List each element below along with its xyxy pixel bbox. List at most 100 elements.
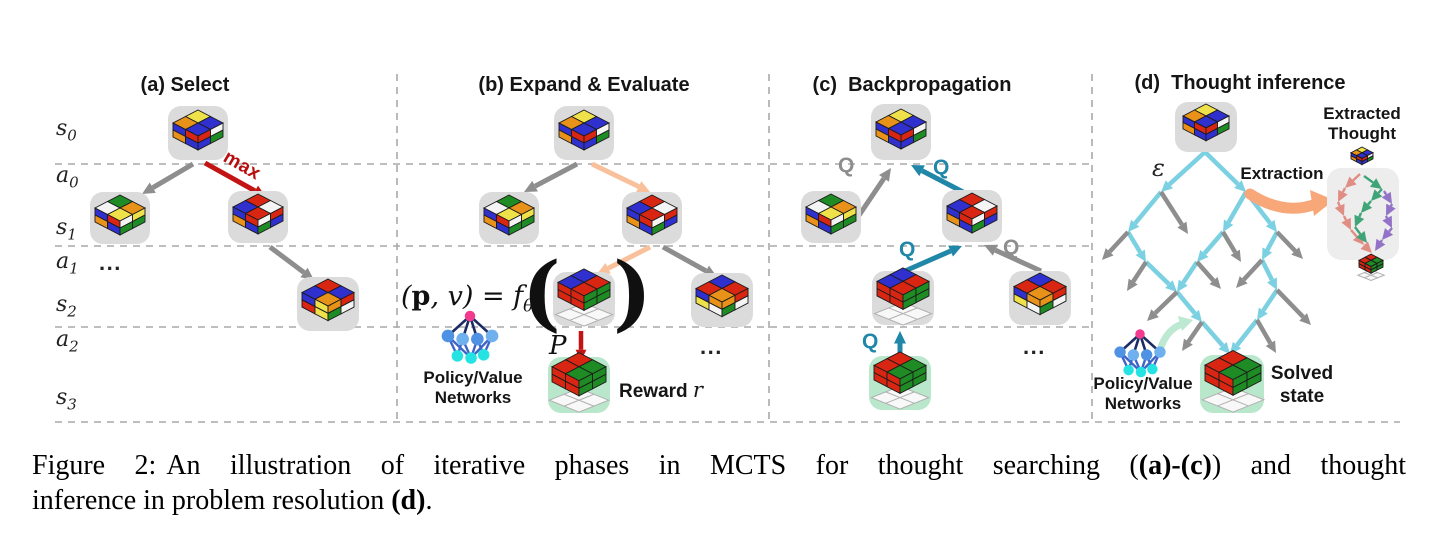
- pruned-branch-arrow: [1242, 258, 1264, 282]
- extracted-path-arrow: [1354, 226, 1362, 235]
- ellipsis-b: ...: [700, 334, 723, 359]
- extracted-thought-label: Extracted Thought: [1323, 104, 1401, 143]
- inference-path-arrow: [1128, 219, 1140, 232]
- extracted-path-arrow: [1350, 229, 1358, 238]
- policy-value-network-icon-b: [485, 329, 499, 343]
- cube-sticker: [1052, 293, 1067, 309]
- extracted-path-arrow: [1341, 217, 1351, 230]
- extracted-path-arrow: [1375, 238, 1386, 251]
- cube-sticker: [596, 288, 611, 305]
- cube-sticker: [1376, 262, 1384, 271]
- inference-path-arrow: [1200, 320, 1225, 348]
- inference-path-arrow: [1161, 180, 1173, 192]
- extracted-path-arrow: [1381, 191, 1392, 204]
- inference-path-arrow: [1259, 258, 1274, 281]
- backprop-arrow-4: [984, 244, 998, 256]
- pruned-branch-arrow: [1159, 190, 1184, 226]
- pruned-branch-arrow: [1265, 340, 1276, 353]
- inference-path-arrow: [1226, 190, 1248, 224]
- policy-value-networks-label-b: Policy/Value Networks: [423, 368, 523, 407]
- cube-sticker: [1246, 372, 1262, 389]
- row-label-s1: s1: [56, 215, 77, 244]
- pruned-branch-arrow: [1102, 248, 1114, 260]
- extracted-path-arrow: [1358, 212, 1363, 218]
- figure-caption: Figure 2: An illustration of iterative ph…: [32, 448, 1406, 518]
- backprop-arrow-2: [911, 165, 925, 177]
- row-label-a2: a2: [56, 327, 79, 356]
- pruned-branch-arrow: [1153, 290, 1179, 315]
- caption-line-2: inference in problem resolution (d).: [32, 485, 433, 516]
- inference-path-arrow: [1234, 180, 1246, 192]
- cube-sticker: [912, 371, 927, 388]
- extraction-arrow-head: [1310, 190, 1334, 216]
- inference-path-arrow: [1223, 219, 1234, 232]
- pruned-branch-arrow: [1195, 260, 1216, 283]
- extracted-path-arrow: [1363, 175, 1374, 184]
- pruned-branch-arrow: [1131, 260, 1148, 283]
- expand-arrow-left: [533, 161, 579, 189]
- inference-path-arrow: [1262, 247, 1273, 260]
- extracted-path-arrow: [1338, 189, 1348, 202]
- q-value-label-5: Q: [862, 330, 879, 353]
- prior-p-label: P: [549, 331, 567, 361]
- cube-sticker: [664, 214, 678, 230]
- policy-value-networks-label-d: Policy/Value Networks: [1093, 374, 1193, 413]
- inference-path-arrow: [1261, 288, 1279, 312]
- extracted-path-arrow: [1377, 188, 1383, 194]
- policy-value-network-icon-b: [465, 352, 477, 364]
- expand-arrow-right2: [661, 244, 708, 274]
- q-value-label-4: Q: [1003, 236, 1020, 259]
- expand-arrow-to-eval: [607, 244, 652, 271]
- q-value-label-1: Q: [838, 154, 855, 177]
- cube-sticker: [843, 213, 857, 229]
- policy-value-network-icon-b: [471, 332, 484, 346]
- backprop-arrow-3: [948, 245, 962, 257]
- extracted-path-arrow: [1354, 214, 1365, 227]
- extracted-path-arrow: [1352, 173, 1361, 182]
- extracted-path-arrow: [1384, 215, 1389, 219]
- inference-path-arrow: [1257, 307, 1268, 320]
- inference-path-arrow: [1135, 249, 1146, 262]
- extracted-path-arrow: [1342, 215, 1348, 221]
- extracted-path-arrow: [1369, 178, 1382, 189]
- panel-c-title: (c) Backpropagation: [812, 74, 1012, 96]
- cube-sticker: [210, 129, 224, 145]
- cube-sticker: [984, 212, 998, 228]
- inference-path-arrow: [1190, 309, 1202, 322]
- inference-path-arrow: [1167, 150, 1207, 187]
- extracted-path-arrow: [1345, 176, 1357, 188]
- inference-path-arrow: [1235, 318, 1259, 347]
- select-max-arrow: [203, 160, 257, 194]
- extracted-path-arrow: [1386, 203, 1396, 216]
- policy-value-network-icon-d: [1127, 349, 1140, 361]
- formula-rparen: ): [613, 245, 652, 341]
- extraction-arrow: [1244, 188, 1322, 214]
- inference-path-arrow: [1181, 260, 1199, 284]
- extracted-path-arrow: [1379, 239, 1384, 243]
- q-value-label-3: Q: [899, 238, 916, 261]
- policy-value-network-icon-d: [1114, 346, 1126, 358]
- policy-value-formula: (p, v) = fθ: [401, 281, 534, 317]
- extracted-path-arrow: [1367, 200, 1372, 206]
- pruned-branch-arrow: [1291, 247, 1303, 259]
- extracted-path-arrow: [1371, 189, 1383, 201]
- pruned-branch-arrow: [1127, 278, 1138, 291]
- policy-value-network-icon-b: [451, 350, 464, 362]
- inference-path-arrow: [1175, 290, 1197, 315]
- inference-path-arrow: [1218, 341, 1230, 354]
- row-label-a1: a1: [56, 249, 79, 278]
- panel-d-title: (d) Thought inference: [1134, 72, 1346, 94]
- cube-sticker: [734, 295, 749, 311]
- extracted-path-arrow: [1360, 241, 1372, 253]
- pruned-branch-arrow: [1275, 230, 1297, 253]
- ellipsis-c: ...: [1023, 334, 1046, 359]
- pruned-branch-arrow: [1275, 288, 1305, 319]
- inference-path-arrow: [1165, 280, 1177, 292]
- network-hint-arrow-head: [1178, 316, 1193, 331]
- backprop-arrow-3: [903, 248, 952, 274]
- policy-value-network-icon-d: [1147, 363, 1158, 375]
- pruned-branch-arrow: [1186, 320, 1204, 344]
- pruned-branch-arrow: [1236, 276, 1248, 288]
- extracted-path-arrow: [1389, 203, 1394, 207]
- policy-value-network-icon-b: [477, 349, 490, 361]
